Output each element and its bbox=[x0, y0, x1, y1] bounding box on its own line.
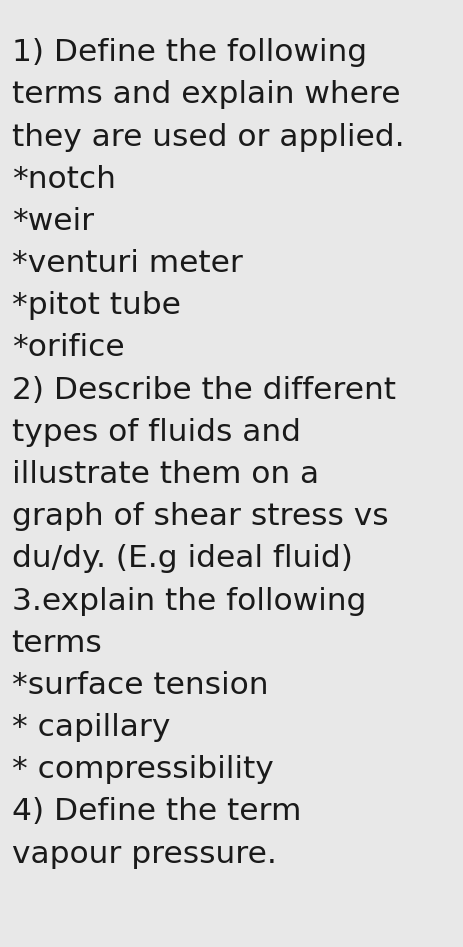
Text: *orifice: *orifice bbox=[12, 333, 124, 363]
Text: illustrate them on a: illustrate them on a bbox=[12, 460, 318, 489]
Text: vapour pressure.: vapour pressure. bbox=[12, 840, 276, 868]
Text: *venturi meter: *venturi meter bbox=[12, 249, 242, 278]
Text: terms: terms bbox=[12, 629, 102, 658]
Text: 3.explain the following: 3.explain the following bbox=[12, 586, 365, 616]
Text: *pitot tube: *pitot tube bbox=[12, 292, 180, 320]
Text: du/dy. (E.g ideal fluid): du/dy. (E.g ideal fluid) bbox=[12, 545, 352, 573]
Text: *notch: *notch bbox=[12, 165, 115, 194]
Text: graph of shear stress vs: graph of shear stress vs bbox=[12, 502, 388, 531]
Text: * compressibility: * compressibility bbox=[12, 756, 273, 784]
Text: they are used or applied.: they are used or applied. bbox=[12, 122, 403, 152]
Text: 1) Define the following: 1) Define the following bbox=[12, 38, 366, 67]
Text: 4) Define the term: 4) Define the term bbox=[12, 797, 300, 827]
Text: *weir: *weir bbox=[12, 206, 94, 236]
Text: *surface tension: *surface tension bbox=[12, 670, 268, 700]
Text: 2) Describe the different: 2) Describe the different bbox=[12, 376, 395, 404]
Text: types of fluids and: types of fluids and bbox=[12, 418, 300, 447]
Text: * capillary: * capillary bbox=[12, 713, 169, 742]
Text: terms and explain where: terms and explain where bbox=[12, 80, 399, 109]
